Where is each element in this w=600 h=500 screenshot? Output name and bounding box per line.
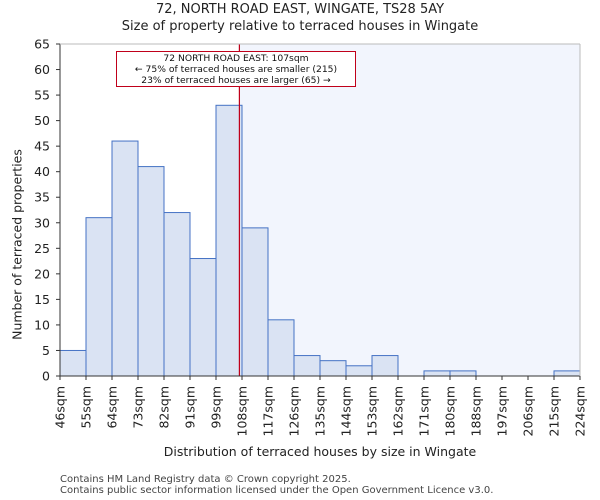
histogram-bar: [293, 355, 321, 377]
y-axis-label: Number of terraced properties: [9, 149, 25, 340]
y-tick-label: 15: [34, 292, 50, 307]
histogram-bar: [553, 370, 581, 377]
y-tick-label: 35: [34, 190, 50, 205]
y-tick-label: 50: [34, 113, 50, 128]
x-tick-label: 82sqm: [157, 386, 172, 429]
x-tick-label: 99sqm: [209, 386, 224, 429]
y-tick-label: 55: [34, 88, 50, 103]
histogram-bar: [111, 140, 139, 377]
x-tick-label: 117sqm: [261, 386, 276, 436]
y-tick-label: 0: [42, 369, 50, 384]
histogram-bar: [345, 365, 373, 377]
histogram-bar: [371, 355, 399, 377]
larger-region-shade: [239, 44, 580, 376]
y-tick-label: 20: [34, 266, 50, 281]
histogram-bar: [85, 217, 113, 377]
x-tick-label: 153sqm: [365, 386, 380, 436]
x-tick-label: 180sqm: [443, 386, 458, 436]
y-tick-label: 5: [42, 343, 50, 358]
x-tick-label: 135sqm: [313, 386, 328, 436]
y-tick-label: 10: [34, 317, 50, 332]
x-tick-label: 215sqm: [547, 386, 562, 436]
x-tick-label: 162sqm: [391, 386, 406, 436]
x-tick-label: 126sqm: [287, 386, 302, 436]
histogram-bar: [163, 212, 191, 377]
x-tick-label: 55sqm: [79, 386, 94, 429]
annotation-line2: ← 75% of terraced houses are smaller (21…: [134, 64, 338, 75]
x-axis-label: Distribution of terraced houses by size …: [163, 444, 477, 459]
chart-title-line1: 72, NORTH ROAD EAST, WINGATE, TS28 5AY: [155, 2, 445, 17]
y-tick-label: 30: [34, 215, 50, 230]
histogram-bar: [189, 258, 217, 377]
y-tick-label: 60: [34, 62, 50, 77]
y-tick-label: 40: [34, 164, 50, 179]
x-tick-label: 46sqm: [53, 386, 68, 429]
footer-copyright: Contains HM Land Registry data © Crown c…: [60, 474, 351, 485]
histogram-bar: [241, 227, 269, 377]
y-tick-label: 25: [34, 241, 50, 256]
annotation-line3: 23% of terraced houses are larger (65) →: [141, 75, 331, 86]
histogram-bar: [267, 319, 295, 377]
histogram-bar: [137, 166, 165, 377]
histogram-bar: [423, 370, 451, 377]
annotation-line1: 72 NORTH ROAD EAST: 107sqm: [163, 53, 309, 64]
chart-title-line2: Size of property relative to terraced ho…: [121, 19, 479, 34]
x-tick-label: 108sqm: [235, 386, 250, 436]
x-tick-label: 73sqm: [131, 386, 146, 429]
footer-licence: Contains public sector information licen…: [60, 485, 494, 496]
y-tick-label: 65: [34, 37, 50, 52]
x-tick-label: 144sqm: [339, 386, 354, 436]
x-tick-label: 64sqm: [105, 386, 120, 429]
histogram-bar: [319, 360, 347, 377]
histogram-bar: [215, 104, 243, 377]
x-tick-label: 206sqm: [521, 386, 536, 436]
x-tick-label: 91sqm: [183, 386, 198, 429]
histogram-bar: [449, 370, 477, 377]
histogram-bar: [59, 349, 87, 377]
x-tick-label: 224sqm: [573, 386, 588, 436]
x-tick-label: 171sqm: [417, 386, 432, 436]
y-tick-label: 45: [34, 139, 50, 154]
property-annotation-box: 72 NORTH ROAD EAST: 107sqm ← 75% of terr…: [116, 51, 356, 87]
x-tick-label: 197sqm: [495, 386, 510, 436]
x-tick-label: 188sqm: [469, 386, 484, 436]
